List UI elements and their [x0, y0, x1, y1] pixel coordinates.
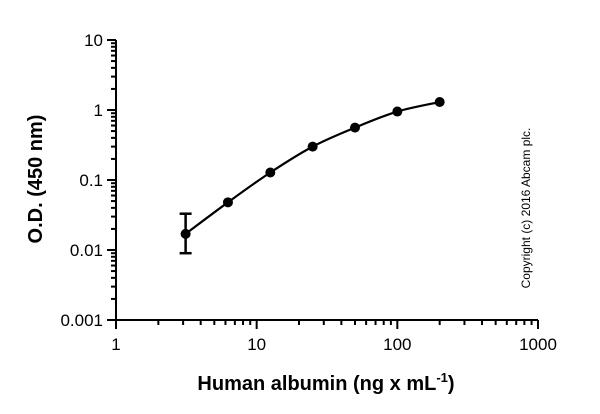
- x-tick-label: 100: [383, 335, 411, 354]
- x-tick-label: 1000: [519, 335, 557, 354]
- fit-line: [184, 100, 440, 235]
- fit-curve: [184, 100, 440, 235]
- y-tick-label: 0.001: [60, 311, 103, 330]
- x-axis-title-main: Human albumin (ng x mL: [197, 373, 436, 395]
- copyright-annotation: Copyright (c) 2016 Abcam plc.: [519, 128, 533, 289]
- axes: [115, 40, 538, 321]
- data-point: [180, 228, 191, 239]
- data-point: [307, 141, 318, 152]
- y-tick-label: 10: [84, 31, 103, 50]
- y-tick-label: 1: [94, 101, 103, 120]
- x-tick-label: 1: [111, 335, 120, 354]
- y-tick-label: 0.1: [79, 171, 103, 190]
- x-axis-title: Human albumin (ng x mL-1): [197, 370, 454, 395]
- x-axis-title-close: ): [448, 373, 455, 395]
- data-points: [180, 97, 445, 239]
- y-tick-label: 0.01: [70, 241, 103, 260]
- tick-labels: 0.001 0.01 0.1 1 10 1 10 100 1000: [60, 31, 556, 354]
- data-point: [392, 106, 403, 117]
- data-point: [349, 122, 360, 133]
- data-point: [222, 197, 233, 208]
- x-axis-title-superscript: -1: [436, 370, 448, 385]
- data-point: [434, 97, 445, 108]
- y-axis-title: O.D. (450 nm): [25, 115, 47, 244]
- data-point: [265, 167, 276, 178]
- tick-marks: [107, 39, 539, 329]
- x-tick-label: 10: [247, 335, 266, 354]
